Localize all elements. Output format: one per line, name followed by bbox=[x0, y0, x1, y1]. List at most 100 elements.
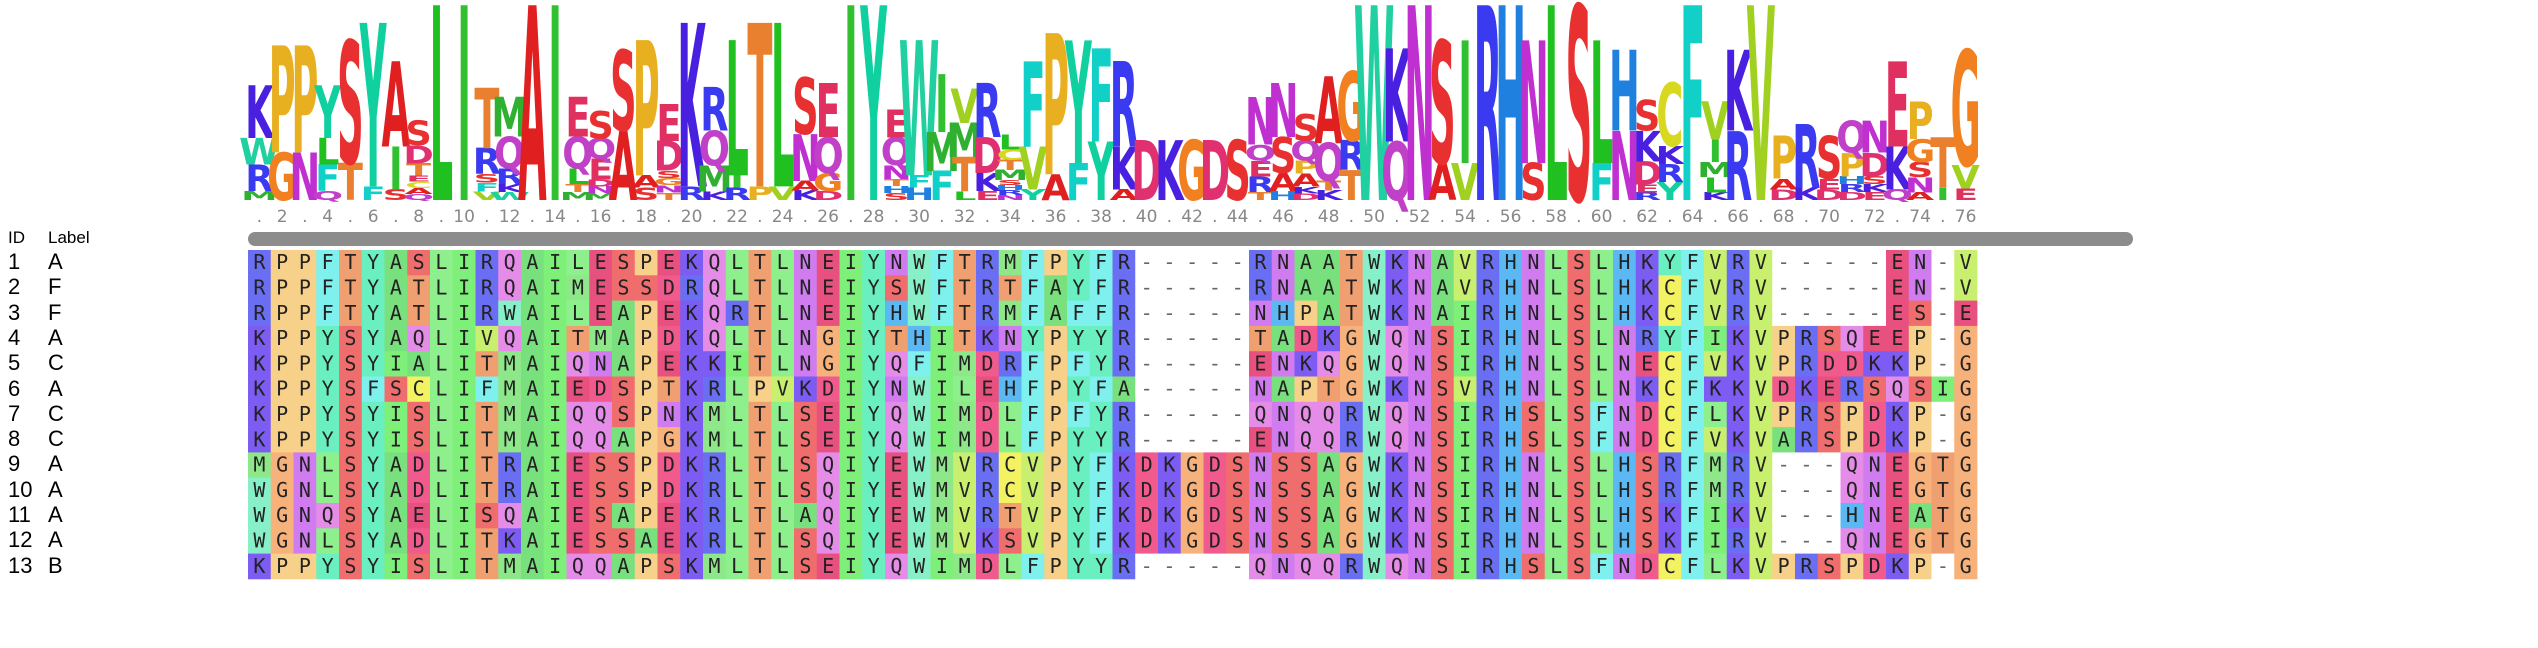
residue-letter: H bbox=[1004, 377, 1016, 401]
residue-cell bbox=[1590, 300, 1614, 327]
residue-letter: I bbox=[1459, 478, 1471, 502]
residue-cell bbox=[634, 300, 658, 327]
residue-letter: Q bbox=[708, 276, 720, 300]
residue-letter: L bbox=[435, 453, 447, 477]
residue-letter: L bbox=[435, 529, 447, 553]
residue-letter: Y bbox=[1095, 402, 1107, 426]
residue-letter: I bbox=[549, 478, 561, 502]
logo-letter: H bbox=[904, 184, 935, 204]
residue-letter: E bbox=[890, 453, 902, 477]
residue-letter: R bbox=[481, 276, 494, 300]
residue-letter: R bbox=[1118, 301, 1131, 325]
residue-letter: T bbox=[481, 351, 493, 375]
residue-cell bbox=[1726, 300, 1750, 327]
residue-cell bbox=[794, 250, 818, 276]
logo-letter: P bbox=[1770, 126, 1797, 193]
residue-letter: Y bbox=[868, 478, 880, 502]
residue-cell bbox=[475, 275, 499, 301]
residue-letter: - bbox=[1937, 427, 1949, 451]
residue-letter: A bbox=[413, 351, 425, 375]
residue-letter: I bbox=[845, 427, 857, 451]
residue-letter: M bbox=[504, 377, 516, 401]
residue-letter: Y bbox=[367, 301, 379, 325]
residue-letter: V bbox=[959, 478, 971, 502]
residue-cell bbox=[566, 275, 590, 301]
residue-letter: - bbox=[1186, 427, 1198, 451]
residue-letter: Y bbox=[868, 427, 880, 451]
residue-letter: L bbox=[435, 301, 447, 325]
residue-cell bbox=[1203, 250, 1227, 276]
residue-letter: Q bbox=[1323, 427, 1335, 451]
residue-letter: F bbox=[322, 301, 334, 325]
residue-letter: - bbox=[1209, 351, 1221, 375]
logo-letter: D bbox=[1768, 186, 1798, 203]
residue-letter: F bbox=[1095, 276, 1107, 300]
residue-letter: S bbox=[1914, 377, 1926, 401]
logo-letter: D bbox=[1859, 147, 1889, 184]
residue-letter: I bbox=[845, 326, 857, 350]
residue-letter: W bbox=[1368, 351, 1381, 375]
residue-letter: A bbox=[390, 250, 402, 274]
residue-letter: L bbox=[1596, 503, 1608, 527]
residue-letter: P bbox=[299, 427, 311, 451]
residue-cell bbox=[907, 250, 931, 276]
residue-letter: Q bbox=[1891, 377, 1903, 401]
residue-letter: K bbox=[253, 326, 265, 350]
residue-letter: S bbox=[1436, 377, 1448, 401]
position-tick-label: . bbox=[666, 207, 671, 227]
logo-letter: L bbox=[1704, 174, 1727, 198]
residue-letter: H bbox=[1277, 301, 1289, 325]
residue-letter: R bbox=[981, 478, 994, 502]
residue-letter: R bbox=[1254, 250, 1267, 274]
residue-letter: S bbox=[1277, 478, 1289, 502]
logo-letter: R bbox=[973, 69, 1001, 155]
residue-letter: I bbox=[458, 503, 470, 527]
logo-letter: D bbox=[1200, 125, 1230, 220]
alignment-scrollbar[interactable] bbox=[248, 232, 2133, 246]
residue-letter: - bbox=[1209, 301, 1221, 325]
row-label: A bbox=[48, 527, 63, 553]
residue-letter: I bbox=[549, 377, 561, 401]
residue-letter: R bbox=[1800, 427, 1813, 451]
residue-letter: W bbox=[1368, 478, 1381, 502]
residue-letter: K bbox=[1641, 301, 1653, 325]
residue-letter: Y bbox=[868, 529, 880, 553]
residue-letter: - bbox=[1186, 276, 1198, 300]
residue-letter: R bbox=[1118, 554, 1131, 578]
residue-letter: L bbox=[435, 351, 447, 375]
residue-letter: S bbox=[344, 503, 356, 527]
residue-letter: E bbox=[663, 529, 675, 553]
residue-letter: N bbox=[1527, 478, 1539, 502]
residue-letter: I bbox=[936, 427, 948, 451]
residue-letter: L bbox=[777, 326, 789, 350]
residue-letter: Y bbox=[1027, 326, 1039, 350]
residue-cell bbox=[1840, 300, 1864, 327]
residue-letter: M bbox=[504, 402, 516, 426]
residue-letter: M bbox=[936, 478, 948, 502]
residue-letter: S bbox=[1300, 503, 1312, 527]
residue-letter: A bbox=[1323, 301, 1335, 325]
residue-letter: M bbox=[1709, 453, 1721, 477]
residue-letter: - bbox=[1141, 301, 1153, 325]
residue-letter: - bbox=[1800, 250, 1812, 274]
residue-letter: S bbox=[595, 453, 607, 477]
residue-letter: - bbox=[1232, 301, 1244, 325]
residue-letter: S bbox=[481, 503, 493, 527]
residue-letter: - bbox=[1778, 301, 1790, 325]
logo-letter: M bbox=[992, 167, 1029, 183]
residue-letter: N bbox=[799, 301, 811, 325]
residue-letter: - bbox=[1186, 402, 1198, 426]
logo-letter: H bbox=[1495, 0, 1526, 220]
logo-letter: P bbox=[1907, 91, 1934, 152]
residue-letter: S bbox=[1573, 427, 1585, 451]
residue-letter: S bbox=[1641, 453, 1653, 477]
residue-letter: S bbox=[1436, 478, 1448, 502]
residue-letter: R bbox=[1118, 351, 1131, 375]
position-tick-label: 20 bbox=[681, 207, 703, 227]
residue-letter: - bbox=[1141, 402, 1153, 426]
row-label: A bbox=[48, 451, 63, 477]
residue-cell bbox=[612, 275, 636, 301]
residue-letter: Y bbox=[868, 301, 880, 325]
residue-letter: S bbox=[1527, 554, 1539, 578]
